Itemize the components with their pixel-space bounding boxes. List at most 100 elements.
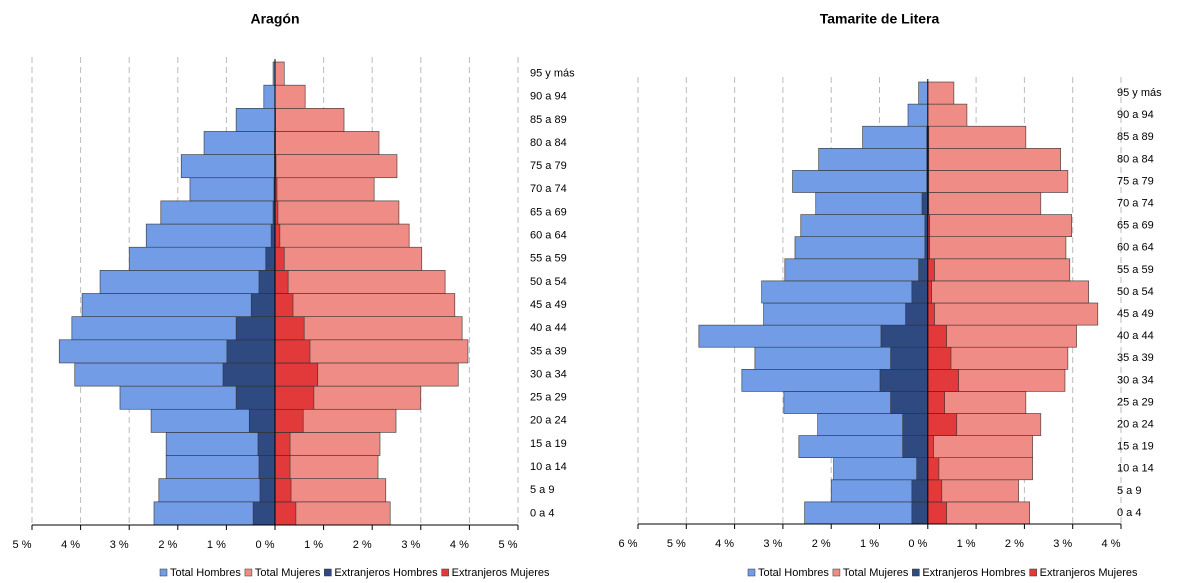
bar (235, 316, 276, 341)
x-tick-label: 3 % (401, 539, 420, 551)
category-label: 20 a 24 (530, 415, 567, 427)
bar (274, 385, 315, 410)
bar (911, 479, 929, 503)
bar (927, 413, 958, 436)
category-label: 70 a 74 (530, 183, 567, 195)
bar (274, 246, 423, 271)
legend-swatch (441, 568, 449, 577)
bar (274, 270, 289, 294)
bar (203, 131, 276, 155)
bar (189, 177, 276, 202)
category-label: 5 a 9 (530, 484, 554, 496)
x-tick-label: 4 % (715, 538, 734, 550)
legend-swatch (1029, 568, 1037, 577)
category-label: 5 a 9 (1117, 485, 1141, 497)
bar (81, 293, 276, 317)
category-label: 70 a 74 (1117, 197, 1154, 209)
category-label: 35 a 39 (530, 345, 567, 357)
bar (902, 413, 929, 436)
bar (226, 339, 276, 364)
bar (128, 246, 276, 271)
bar (927, 258, 1071, 282)
category-label: 80 a 84 (530, 137, 567, 149)
bar (274, 108, 345, 132)
bar (927, 258, 935, 282)
bar (274, 432, 381, 456)
legend-swatch (159, 568, 168, 577)
category-label: 85 a 89 (530, 114, 567, 126)
bar (274, 223, 410, 248)
bar (927, 214, 1073, 238)
bar (145, 223, 276, 248)
legend-label: Total Mujeres (255, 567, 321, 579)
category-label: 65 a 69 (530, 206, 567, 218)
bar (274, 455, 379, 479)
category-label: 95 y más (530, 67, 575, 79)
legend-label: Extranjeros Mujeres (452, 567, 550, 579)
legend-label: Extranjeros Mujeres (1040, 567, 1138, 579)
x-tick-label: 5 % (667, 538, 686, 550)
bar (259, 478, 276, 503)
legend-label: Total Hombres (758, 567, 829, 579)
category-label: 30 a 34 (1117, 374, 1154, 386)
bar (927, 236, 1067, 260)
x-tick-label: 6 % (619, 538, 638, 550)
bar (794, 236, 929, 260)
category-label: 65 a 69 (1117, 220, 1154, 232)
bar (818, 148, 929, 171)
category-label: 25 a 29 (1117, 396, 1154, 408)
bar (274, 223, 281, 248)
category-label: 95 y más (1117, 87, 1162, 99)
bar (784, 258, 929, 282)
bar (274, 432, 291, 456)
bar (800, 214, 929, 238)
bar (905, 302, 929, 326)
x-tick-label: 2 % (158, 539, 177, 551)
legend-swatch (832, 568, 841, 577)
bar (265, 246, 276, 271)
bar (804, 501, 929, 525)
bar (274, 316, 305, 341)
bar (927, 479, 943, 503)
bar (274, 84, 306, 109)
legend-swatch (244, 568, 253, 577)
x-tick-label: 1 % (304, 539, 323, 551)
bar (235, 385, 276, 410)
bar (274, 177, 375, 202)
category-label: 10 a 14 (1117, 463, 1154, 475)
bar (907, 103, 929, 127)
category-label: 75 a 79 (530, 160, 567, 172)
category-label: 15 a 19 (1117, 441, 1154, 453)
bar (252, 501, 276, 526)
bar (880, 324, 929, 348)
category-label: 85 a 89 (1117, 131, 1154, 143)
x-tick-label: 2 % (1005, 538, 1024, 550)
category-label: 10 a 14 (530, 461, 567, 473)
bar (235, 108, 276, 132)
chart-title: Aragón (251, 11, 300, 27)
bar (833, 457, 929, 481)
bar (274, 154, 398, 179)
legend-swatch (747, 568, 756, 577)
bar (862, 125, 929, 149)
bar (927, 280, 932, 304)
category-label: 45 a 49 (530, 299, 567, 311)
bar (927, 125, 1027, 149)
category-label: 45 a 49 (1117, 308, 1154, 320)
x-tick-label: 3 % (763, 538, 782, 550)
category-label: 40 a 44 (530, 322, 567, 334)
bar (274, 478, 387, 503)
category-label: 55 a 59 (530, 253, 567, 265)
bar (927, 324, 1077, 348)
x-tick-label: 1 % (957, 538, 976, 550)
bar (927, 368, 960, 392)
x-tick-label: 5 % (13, 539, 32, 551)
legend-swatch (324, 568, 332, 577)
bar (792, 170, 929, 193)
legend-label: Total Mujeres (843, 567, 909, 579)
category-label: 40 a 44 (1117, 330, 1154, 342)
bar (222, 362, 276, 387)
bar (180, 154, 276, 179)
bar (927, 192, 1042, 215)
